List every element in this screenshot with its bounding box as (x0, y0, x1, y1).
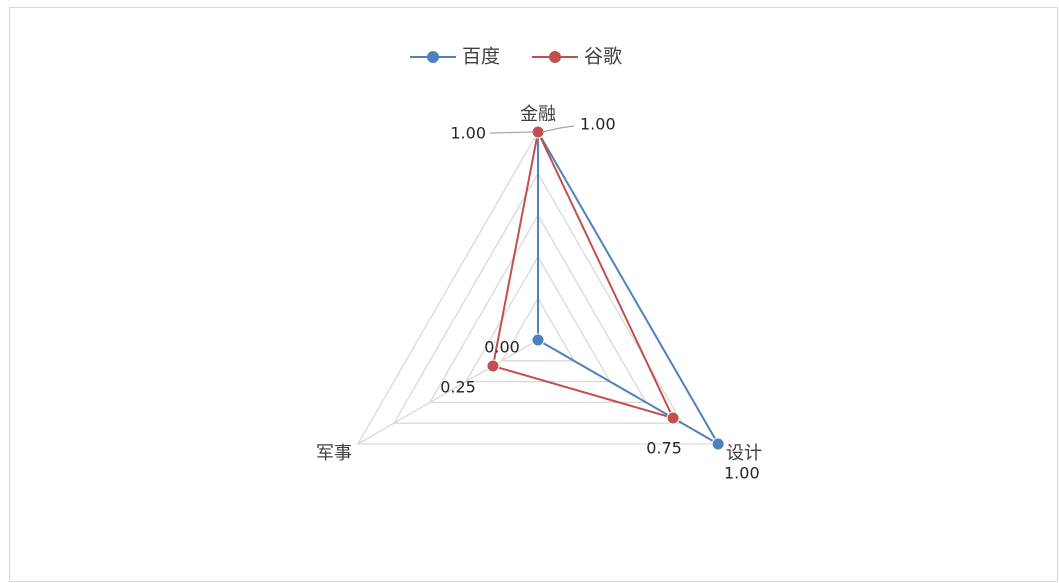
data-labels: 1.00 1.00 1.00 0.75 0.00 0.25 (440, 115, 759, 483)
chart-frame (9, 7, 1058, 582)
grid-ring-1 (500, 297, 576, 362)
legend-label-1: 百度 (462, 46, 500, 68)
leader-line-left (489, 131, 535, 134)
legend-marker-2 (549, 51, 561, 63)
series-1-point-3 (531, 333, 545, 347)
data-label-s2-p2: 0.75 (646, 439, 682, 458)
series-line-1 (537, 128, 721, 447)
data-label-s1-p1: 1.00 (450, 124, 486, 143)
grid-ring-4 (392, 172, 684, 424)
category-label-2: 设计 (726, 443, 762, 464)
series-line-2 (491, 128, 675, 420)
label-leader-lines (489, 125, 575, 134)
series-layer (486, 125, 725, 451)
leader-line-right (541, 125, 575, 133)
legend: 百度 谷歌 (410, 46, 622, 68)
data-label-s1-p2: 1.00 (724, 464, 760, 483)
data-label-s2-p3: 0.25 (440, 378, 476, 397)
legend-marker-1 (427, 51, 439, 63)
series-2-point-3 (486, 359, 500, 373)
spoke-3 (357, 339, 539, 445)
series-2-point-2 (666, 411, 680, 425)
legend-label-2: 谷歌 (584, 46, 622, 68)
grid-ring-3 (428, 213, 648, 404)
category-label-1: 金融 (520, 104, 556, 125)
series-1-point-2 (711, 437, 725, 451)
data-label-s2-p1: 1.00 (580, 115, 616, 134)
category-label-3: 军事 (316, 443, 352, 464)
data-label-s1-p3: 0.00 (484, 338, 520, 357)
